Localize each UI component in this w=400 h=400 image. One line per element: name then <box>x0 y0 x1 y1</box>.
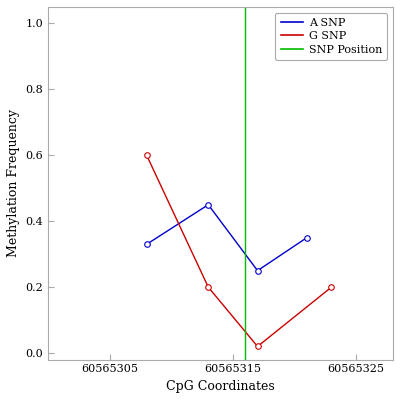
Y-axis label: Methylation Frequency: Methylation Frequency <box>7 109 20 257</box>
Legend: A SNP, G SNP, SNP Position: A SNP, G SNP, SNP Position <box>275 12 388 60</box>
X-axis label: CpG Coordinates: CpG Coordinates <box>166 380 275 393</box>
